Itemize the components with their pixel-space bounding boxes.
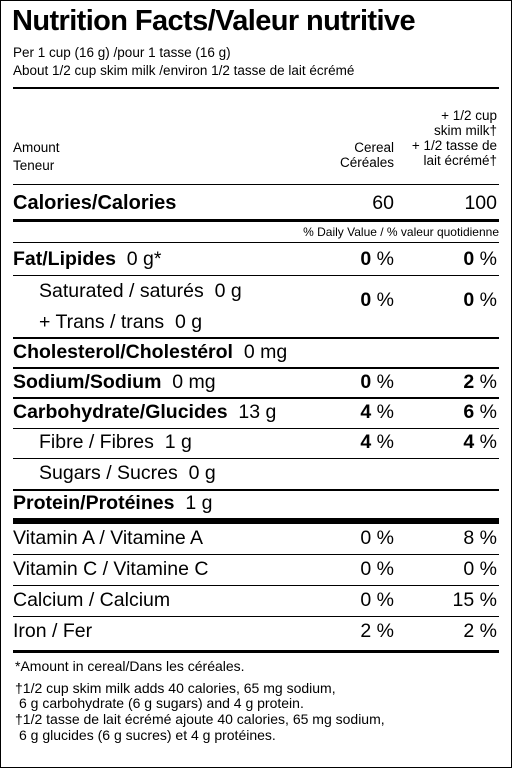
vitamin-row-iron: Iron / Fer — [13, 620, 93, 642]
nutrient-row-sugars: Sugars / Sucres 0 g — [39, 462, 216, 484]
teneur-label: Teneur — [13, 158, 55, 173]
calcium-milk: 15 % — [452, 589, 497, 611]
nutrient-row-protein: Protein/Protéines 1 g — [13, 492, 213, 514]
nutrient-row-carbohydrate: Carbohydrate/Glucides 13 g — [13, 401, 277, 423]
divider — [13, 428, 499, 429]
carb-cereal-dv: 4 % — [360, 401, 394, 423]
nutrient-row-trans: + Trans / trans 0 g — [39, 311, 203, 333]
divider — [13, 489, 499, 491]
sodium-cereal-dv: 0 % — [360, 371, 394, 393]
nutrient-row-fibre: Fibre / Fibres 1 g — [39, 431, 192, 453]
amount-label: Amount — [13, 140, 60, 155]
nutrient-row-cholesterol: Cholesterol/Cholestérol 0 mg — [13, 341, 288, 363]
footnote-milk-fr-cont: 6 g glucides (6 g sucres) et 4 g protéin… — [19, 727, 276, 743]
label-title: Nutrition Facts/Valeur nutritive — [12, 5, 416, 37]
calories-cereal: 60 — [372, 192, 394, 214]
sodium-milk-dv: 2 % — [463, 371, 497, 393]
divider — [13, 397, 499, 399]
divider — [13, 275, 499, 276]
divider — [13, 219, 499, 222]
divider — [13, 616, 499, 617]
daily-value-note: % Daily Value / % valeur quotidienne — [303, 225, 499, 239]
serving-size: Per 1 cup (16 g) /pour 1 tasse (16 g) — [13, 45, 231, 60]
serving-milk: About 1/2 cup skim milk /environ 1/2 tas… — [13, 63, 355, 78]
footnote-milk-en: †1/2 cup skim milk adds 40 calories, 65 … — [15, 680, 336, 696]
nutrient-row-sodium: Sodium/Sodium 0 mg — [13, 371, 216, 393]
footnote-milk-en-cont: 6 g carbohydrate (6 g sugars) and 4 g pr… — [19, 695, 304, 711]
vitamin-c-milk: 0 % — [463, 558, 497, 580]
iron-cereal: 2 % — [360, 620, 394, 642]
fat-cereal-dv: 0 % — [360, 248, 394, 270]
vitamin-row-c: Vitamin C / Vitamine C — [13, 558, 209, 580]
carb-milk-dv: 6 % — [463, 401, 497, 423]
fat-milk-dv: 0 % — [463, 248, 497, 270]
calories-milk: 100 — [464, 192, 497, 214]
vitamin-a-milk: 8 % — [463, 527, 497, 549]
divider — [13, 518, 499, 524]
vitamin-a-cereal: 0 % — [360, 527, 394, 549]
iron-milk: 2 % — [463, 620, 497, 642]
footnote-amount: *Amount in cereal/Dans les céréales. — [15, 658, 245, 674]
vitamin-row-calcium: Calcium / Calcium — [13, 589, 171, 611]
divider — [13, 458, 499, 459]
divider — [13, 337, 499, 339]
fibre-milk-dv: 4 % — [463, 431, 497, 453]
col-cereal-header: Cereal Céréales — [339, 140, 394, 170]
nutrient-row-saturated: Saturated / saturés 0 g — [39, 280, 242, 302]
fibre-cereal-dv: 4 % — [360, 431, 394, 453]
divider — [13, 554, 499, 555]
divider — [13, 184, 499, 185]
calories-label: Calories/Calories — [13, 192, 177, 214]
sat-trans-milk-dv: 0 % — [463, 289, 497, 311]
nutrient-row-fat: Fat/Lipides 0 g* — [13, 248, 162, 270]
vitamin-row-a: Vitamin A / Vitamine A — [13, 527, 204, 549]
divider — [13, 367, 499, 369]
vitamin-c-cereal: 0 % — [360, 558, 394, 580]
divider — [13, 242, 499, 243]
calcium-cereal: 0 % — [360, 589, 394, 611]
divider — [13, 650, 499, 653]
col-milk-header: + 1/2 cup skim milk† + 1/2 tasse de lait… — [411, 108, 497, 168]
sat-trans-cereal-dv: 0 % — [360, 289, 394, 311]
divider — [13, 87, 499, 89]
footnote-milk-fr: †1/2 tasse de lait écrémé ajoute 40 calo… — [15, 711, 385, 727]
divider — [13, 585, 499, 586]
